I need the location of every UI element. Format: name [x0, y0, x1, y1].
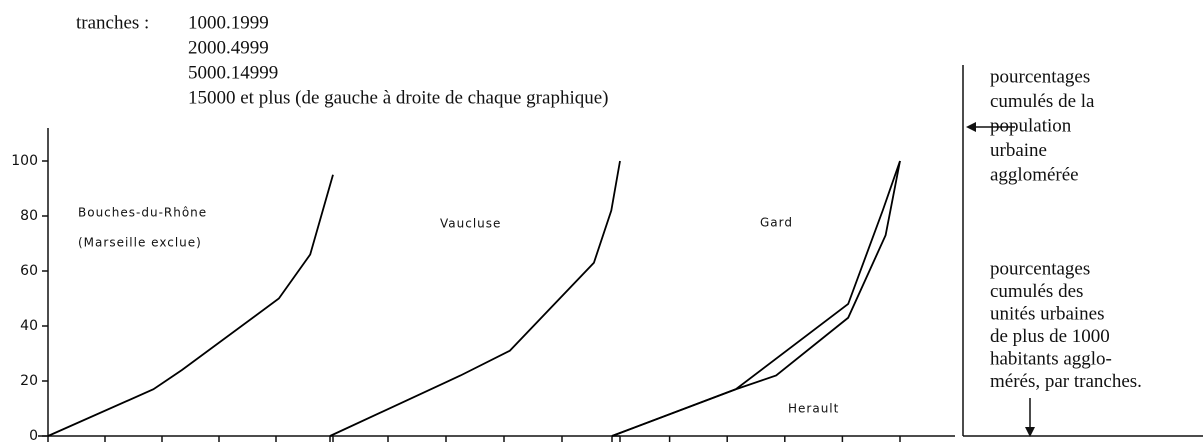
annotation: pourcentages [990, 258, 1090, 279]
y-tick-label: 0 [29, 428, 38, 444]
legend-item: 1000.1999 [188, 12, 269, 33]
annotation: de plus de 1000 [990, 326, 1110, 347]
annotation: pourcentages [990, 66, 1090, 87]
line [47, 174, 334, 437]
series-note: (Marseille exclue) [78, 236, 202, 250]
series-label: Vaucluse [440, 217, 501, 231]
legend-item: 2000.4999 [188, 37, 269, 58]
line [329, 160, 621, 437]
legend-item: 15000 et plus (de gauche à droite de cha… [188, 87, 608, 108]
y-tick-label: 80 [20, 208, 38, 224]
annotation: cumulés des [990, 281, 1083, 302]
annotation: unités urbaines [990, 303, 1105, 324]
y-tick-label: 40 [20, 318, 38, 334]
annotation: urbaine [990, 140, 1047, 161]
annotation: habitants agglo- [990, 348, 1112, 369]
y-tick-label: 20 [20, 373, 38, 389]
series-label: Bouches-du-Rhône [78, 206, 207, 220]
annotation: cumulés de la [990, 91, 1095, 112]
annotation: agglomérée [990, 164, 1079, 185]
annotation: population [990, 115, 1072, 136]
y-tick-label: 60 [20, 263, 38, 279]
line [611, 160, 901, 437]
legend-label: tranches : [76, 12, 149, 33]
series-label: Herault [788, 402, 839, 416]
y-tick-label: 100 [11, 153, 38, 169]
arrow-head [966, 122, 976, 132]
legend-item: 5000.14999 [188, 62, 278, 83]
annotation: mérés, par tranches. [990, 371, 1142, 392]
arrow-head [1025, 427, 1035, 437]
series-label: Gard [760, 216, 793, 230]
